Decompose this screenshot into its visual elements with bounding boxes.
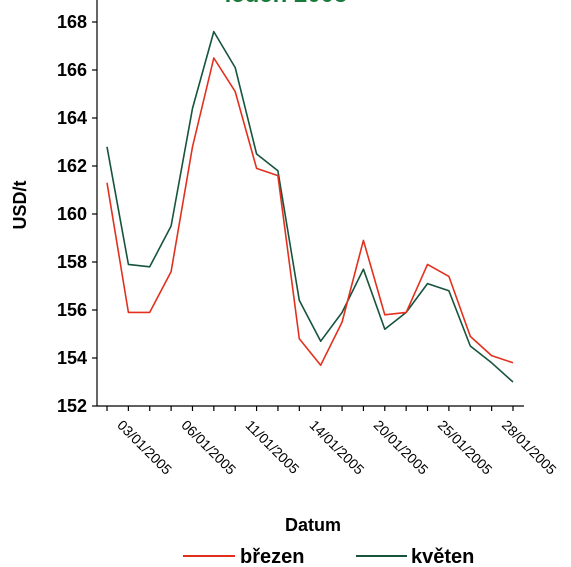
y-tick-label: 166 bbox=[57, 60, 87, 80]
series-line-brezen bbox=[106, 57, 514, 367]
legend: březen květen bbox=[183, 546, 474, 567]
y-tick-label: 162 bbox=[57, 156, 87, 176]
x-axis: 03/01/2005 06/01/2005 11/01/2005 14/01/2005… bbox=[97, 405, 560, 478]
y-axis: 152 154 156 158 160 162 164 166 168 bbox=[57, 0, 98, 416]
x-tick-label: 28/01/2005 bbox=[499, 417, 560, 478]
y-tick-label: 160 bbox=[57, 204, 87, 224]
x-tick-label: 25/01/2005 bbox=[435, 417, 496, 478]
y-tick-label: 168 bbox=[57, 12, 87, 32]
series-layer bbox=[106, 30, 514, 383]
x-tick-label: 03/01/2005 bbox=[114, 417, 175, 478]
y-tick-label: 156 bbox=[57, 300, 87, 320]
series-line-kveten bbox=[106, 30, 514, 383]
y-tick-label: 152 bbox=[57, 396, 87, 416]
x-tick-label: 06/01/2005 bbox=[178, 417, 239, 478]
x-tick-label: 14/01/2005 bbox=[307, 417, 368, 478]
legend-label-brezen: březen bbox=[240, 546, 304, 567]
y-tick-label: 154 bbox=[57, 348, 87, 368]
chart-title: leden 2005 bbox=[225, 0, 348, 8]
x-tick-label: 20/01/2005 bbox=[371, 417, 432, 478]
legend-label-kveten: květen bbox=[411, 546, 474, 567]
x-axis-title: Datum bbox=[285, 515, 341, 535]
x-tick-label: 11/01/2005 bbox=[242, 417, 302, 477]
y-tick-label: 164 bbox=[57, 108, 87, 128]
y-axis-title: USD/t bbox=[10, 180, 30, 229]
y-tick-label: 158 bbox=[57, 252, 87, 272]
